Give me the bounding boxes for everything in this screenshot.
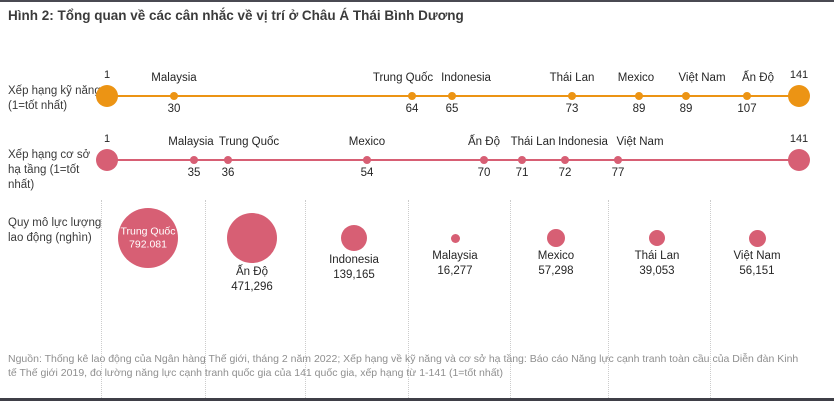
column-separator <box>510 200 511 398</box>
rank-value-label: 89 <box>632 103 646 115</box>
bubble-inner-label: Trung Quốc 792.081 <box>120 225 176 251</box>
row-label-workforce_size: Quy mô lực lượng lao động (nghìn) <box>8 217 102 244</box>
country-label: Malaysia <box>432 250 478 262</box>
column-separator <box>305 200 306 398</box>
country-label: Indonesia <box>441 72 491 84</box>
country-label: Trung Quốc <box>218 136 280 148</box>
skills_ranking-dot-Ấn Độ <box>743 92 751 100</box>
workforce-value-label: 39,053 <box>639 265 675 277</box>
country-label: Mexico <box>348 136 386 148</box>
infrastructure_ranking-dot-Trung Quốc <box>224 156 232 164</box>
workforce-value-label: 471,296 <box>231 281 273 293</box>
workforce-value-label: 57,298 <box>538 265 574 277</box>
workforce-bubble-Malaysia <box>450 233 460 243</box>
country-label: Indonesia <box>558 136 608 148</box>
skills_ranking-dot-Indonesia <box>448 92 456 100</box>
country-label: Việt Nam <box>616 136 664 148</box>
skills_ranking-dot-Việt Nam <box>682 92 690 100</box>
infrastructure_ranking-dot-Thái Lan <box>518 156 526 164</box>
country-label: Malaysia <box>168 136 214 148</box>
infrastructure_ranking-dot-Malaysia <box>190 156 198 164</box>
workforce-bubble-Việt Nam <box>748 229 766 247</box>
country-label: Indonesia <box>329 254 379 266</box>
row-label-infrastructure_ranking: Xếp hạng cơ sở hạ tầng (1=tốt nhất) <box>8 149 91 191</box>
column-separator <box>710 200 711 398</box>
skills_ranking-dot-Mexico <box>635 92 643 100</box>
workforce-bubble-Thái Lan <box>649 230 665 246</box>
skills_ranking-axis-max-endpoint <box>788 85 810 107</box>
rank-value-label: 64 <box>405 103 419 115</box>
rank-value-label: 35 <box>187 167 201 179</box>
workforce-value-label: 139,165 <box>333 269 375 281</box>
workforce-bubble-Ấn Độ <box>227 213 277 263</box>
rank-value-label: 65 <box>445 103 459 115</box>
column-separator <box>608 200 609 398</box>
skills_ranking-axis-min-endpoint <box>96 85 118 107</box>
country-label: Thái Lan <box>634 250 680 262</box>
rank-value-label: 72 <box>558 167 572 179</box>
infrastructure_ranking-axis-min-endpoint <box>96 149 118 171</box>
rank-value-label: 70 <box>477 167 491 179</box>
bottom-divider <box>0 398 834 401</box>
country-label: Ấn Độ <box>742 72 774 84</box>
top-divider <box>0 0 834 2</box>
infrastructure_ranking-axis-line <box>107 159 799 161</box>
rank-value-label: 107 <box>737 103 757 115</box>
figure-title: Hình 2: Tổng quan về các cân nhắc về vị … <box>8 8 464 23</box>
row-label-skills_ranking: Xếp hạng kỹ năng (1=tốt nhất) <box>8 85 101 112</box>
column-separator <box>205 200 206 398</box>
country-label: Mexico <box>537 250 575 262</box>
rank-value-label: 36 <box>221 167 235 179</box>
infrastructure_ranking-dot-Việt Nam <box>614 156 622 164</box>
country-label: Thái Lan <box>510 136 556 148</box>
infrastructure_ranking-dot-Ấn Độ <box>480 156 488 164</box>
skills_ranking-axis-max-label: 141 <box>789 69 809 81</box>
country-label: Ấn Độ <box>236 266 268 278</box>
column-separator <box>408 200 409 398</box>
skills_ranking-dot-Malaysia <box>170 92 178 100</box>
column-separator <box>101 200 102 398</box>
country-label: Việt Nam <box>733 250 781 262</box>
rank-value-label: 77 <box>611 167 625 179</box>
source-note: Nguồn: Thống kê lao động của Ngân hàng T… <box>8 353 799 379</box>
country-label: Ấn Độ <box>468 136 500 148</box>
workforce-bubble-Trung Quốc: Trung Quốc 792.081 <box>118 208 178 268</box>
country-label: Việt Nam <box>678 72 726 84</box>
workforce-bubble-Indonesia <box>341 225 367 251</box>
skills_ranking-dot-Trung Quốc <box>408 92 416 100</box>
workforce-value-label: 56,151 <box>739 265 775 277</box>
infrastructure_ranking-axis-min-label: 1 <box>103 133 111 145</box>
rank-value-label: 30 <box>167 103 181 115</box>
country-label: Trung Quốc <box>372 72 434 84</box>
skills_ranking-axis-min-label: 1 <box>103 69 111 81</box>
skills_ranking-dot-Thái Lan <box>568 92 576 100</box>
rank-value-label: 73 <box>565 103 579 115</box>
country-label: Thái Lan <box>549 72 595 84</box>
rank-value-label: 71 <box>515 167 529 179</box>
country-label: Malaysia <box>151 72 197 84</box>
country-label: Mexico <box>617 72 655 84</box>
workforce-value-label: 16,277 <box>437 265 473 277</box>
workforce-bubble-Mexico <box>547 229 565 247</box>
infrastructure_ranking-axis-max-endpoint <box>788 149 810 171</box>
rank-value-label: 54 <box>360 167 374 179</box>
rank-value-label: 89 <box>679 103 693 115</box>
infrastructure_ranking-dot-Indonesia <box>561 156 569 164</box>
infrastructure_ranking-axis-max-label: 141 <box>789 133 809 145</box>
infrastructure_ranking-dot-Mexico <box>363 156 371 164</box>
